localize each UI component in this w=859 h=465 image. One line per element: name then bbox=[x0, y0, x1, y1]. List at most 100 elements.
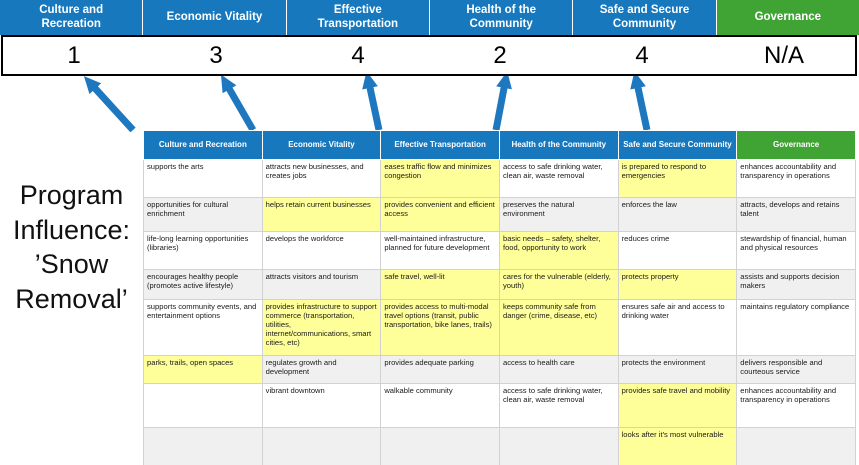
matrix-cell-r0-c2: eases traffic flow and minimizes congest… bbox=[380, 159, 500, 198]
pillar-score-5: N/A bbox=[713, 37, 855, 74]
matrix-cell-text: basic needs – safety, shelter, food, opp… bbox=[502, 234, 601, 253]
pillar-score-value: 3 bbox=[209, 41, 223, 69]
matrix-cell-text: provides convenient and efficient access bbox=[384, 200, 495, 219]
matrix-cell-text: preserves the natural environment bbox=[502, 200, 575, 219]
matrix-cell-r5-c2: provides adequate parking bbox=[380, 355, 500, 384]
up-arrow-icon bbox=[492, 76, 512, 131]
matrix-cell-text: assists and supports decision makers bbox=[740, 272, 840, 291]
matrix-cell-r5-c4: protects the environment bbox=[617, 355, 738, 384]
matrix-cell-text: access to health care bbox=[502, 358, 575, 367]
up-arrow-icon bbox=[83, 76, 136, 132]
matrix-cell-r1-c4: enforces the law bbox=[617, 197, 738, 232]
table-row: vibrant downtown walkable community access… bbox=[143, 383, 856, 428]
pillar-header-2: Effective Transportation bbox=[286, 0, 430, 35]
matrix-cell-r3-c5: assists and supports decision makers bbox=[736, 269, 856, 300]
pillar-score-value: 2 bbox=[493, 41, 507, 69]
matrix-cell-r1-c3: preserves the natural environment bbox=[498, 197, 619, 232]
table-row: life-long learning opportunities (librar… bbox=[143, 231, 856, 270]
pillar-header-3: Health of the Community bbox=[429, 0, 574, 35]
matrix-cell-r7-c1 bbox=[261, 427, 382, 465]
matrix-cell-r7-c3 bbox=[498, 427, 619, 465]
matrix-cell-r0-c3: access to safe drinking water, clean air… bbox=[498, 159, 619, 198]
matrix-cell-text: provides safe travel and mobility bbox=[621, 386, 731, 395]
pillar-score-2: 4 bbox=[287, 37, 429, 74]
matrix-cell-text: vibrant downtown bbox=[265, 386, 325, 395]
matrix-cell-r5-c5: delivers responsible and courteous servi… bbox=[736, 355, 856, 384]
matrix-cell-text: walkable community bbox=[384, 386, 453, 395]
matrix-cell-r0-c5: enhances accountability and transparency… bbox=[736, 159, 856, 198]
matrix-cell-text: enhances accountability and transparency… bbox=[740, 162, 837, 181]
matrix-header-label: Economic Vitality bbox=[288, 140, 355, 150]
matrix-cell-text: enhances accountability and transparency… bbox=[740, 386, 837, 405]
pillar-header-1: Economic Vitality bbox=[143, 0, 287, 35]
matrix-cell-text: eases traffic flow and minimizes congest… bbox=[384, 162, 492, 181]
matrix-cell-r5-c0: parks, trails, open spaces bbox=[143, 355, 263, 384]
matrix-cell-text: attracts visitors and tourism bbox=[265, 272, 359, 281]
matrix-cell-text: is prepared to respond to emergencies bbox=[621, 162, 707, 181]
matrix-cell-text: safe travel, well-lit bbox=[384, 272, 445, 281]
matrix-cell-text: parks, trails, open spaces bbox=[147, 358, 234, 367]
matrix-cell-text: supports community events, and entertain… bbox=[147, 302, 257, 321]
matrix-cell-r4-c1: provides infrastructure to support comme… bbox=[261, 299, 382, 356]
matrix-cell-r6-c1: vibrant downtown bbox=[261, 383, 382, 428]
pillar-score-value: 4 bbox=[635, 41, 649, 69]
matrix-cell-r7-c2 bbox=[380, 427, 500, 465]
influence-matrix-table: Culture and Recreation Economic Vitality E… bbox=[143, 130, 856, 465]
matrix-header-label: Health of the Community bbox=[511, 140, 607, 150]
table-row: looks after it's most vulnerable bbox=[143, 427, 856, 465]
pillar-score-3: 2 bbox=[429, 37, 571, 74]
matrix-cell-r1-c5: attracts, develops and retains talent bbox=[736, 197, 856, 232]
up-arrow-icon bbox=[220, 76, 257, 132]
pillar-header-label: Economic Vitality bbox=[166, 10, 263, 23]
pillar-score-4: 4 bbox=[571, 37, 713, 74]
matrix-cell-text: helps retain current businesses bbox=[265, 200, 371, 209]
matrix-cell-text: protects the environment bbox=[621, 358, 706, 367]
matrix-cell-text: reduces crime bbox=[621, 234, 670, 243]
matrix-cell-text: stewardship of financial, human and phys… bbox=[740, 234, 847, 253]
matrix-cell-r1-c1: helps retain current businesses bbox=[261, 197, 382, 232]
matrix-cell-text: provides adequate parking bbox=[384, 358, 474, 367]
matrix-cell-r2-c0: life-long learning opportunities (librar… bbox=[143, 231, 263, 270]
matrix-header-label: Governance bbox=[773, 140, 820, 150]
matrix-header-label: Culture and Recreation bbox=[158, 140, 247, 150]
pillar-header-5: Governance bbox=[716, 0, 859, 35]
matrix-cell-r6-c5: enhances accountability and transparency… bbox=[736, 383, 856, 428]
matrix-header-4: Safe and Secure Community bbox=[617, 130, 738, 160]
matrix-cell-r5-c1: regulates growth and development bbox=[261, 355, 382, 384]
table-row: encourages healthy people (promotes acti… bbox=[143, 269, 856, 300]
matrix-cell-text: keeps community safe from danger (crime,… bbox=[502, 302, 598, 321]
arrows-layer bbox=[83, 76, 651, 132]
matrix-cell-r6-c3: access to safe drinking water, clean air… bbox=[498, 383, 619, 428]
matrix-cell-text: enforces the law bbox=[621, 200, 677, 209]
matrix-cell-r3-c0: encourages healthy people (promotes acti… bbox=[143, 269, 263, 300]
matrix-cell-r3-c3: cares for the vulnerable (elderly, youth… bbox=[498, 269, 619, 300]
pillar-header-label: Safe and Secure Community bbox=[599, 4, 690, 30]
matrix-cell-r3-c1: attracts visitors and tourism bbox=[261, 269, 382, 300]
matrix-cell-r6-c4: provides safe travel and mobility bbox=[617, 383, 738, 428]
matrix-cell-text: develops the workforce bbox=[265, 234, 344, 243]
matrix-cell-r4-c5: maintains regulatory compliance bbox=[736, 299, 856, 356]
matrix-cell-r2-c1: develops the workforce bbox=[261, 231, 382, 270]
matrix-cell-r2-c2: well-maintained infrastructure, planned … bbox=[380, 231, 500, 270]
program-influence-title: Program Influence: ’Snow Removal’ bbox=[0, 178, 143, 316]
pillar-header-label: Culture and Recreation bbox=[39, 4, 104, 30]
matrix-cell-r0-c1: attracts new businesses, and creates job… bbox=[261, 159, 382, 198]
matrix-cell-text: protects property bbox=[621, 272, 679, 281]
matrix-cell-text: access to safe drinking water, clean air… bbox=[502, 386, 603, 405]
matrix-cell-text: provides access to multi-modal travel op… bbox=[384, 302, 492, 330]
matrix-cell-text: opportunities for cultural enrichment bbox=[147, 200, 229, 219]
matrix-cell-r2-c3: basic needs – safety, shelter, food, opp… bbox=[498, 231, 619, 270]
matrix-cell-text: attracts new businesses, and creates job… bbox=[265, 162, 364, 181]
matrix-cell-r0-c0: supports the arts bbox=[143, 159, 263, 198]
pillar-score-0: 1 bbox=[3, 37, 145, 74]
pillar-score-1: 3 bbox=[145, 37, 287, 74]
matrix-cell-text: supports the arts bbox=[147, 162, 204, 171]
pillar-score-value: 4 bbox=[351, 41, 365, 69]
pillar-header-0: Culture and Recreation bbox=[0, 0, 144, 35]
matrix-cell-text: life-long learning opportunities (librar… bbox=[147, 234, 249, 253]
matrix-cell-r1-c2: provides convenient and efficient access bbox=[380, 197, 500, 232]
matrix-cell-text: delivers responsible and courteous servi… bbox=[740, 358, 823, 377]
matrix-cell-r4-c0: supports community events, and entertain… bbox=[143, 299, 263, 356]
up-arrow-icon bbox=[362, 76, 383, 131]
